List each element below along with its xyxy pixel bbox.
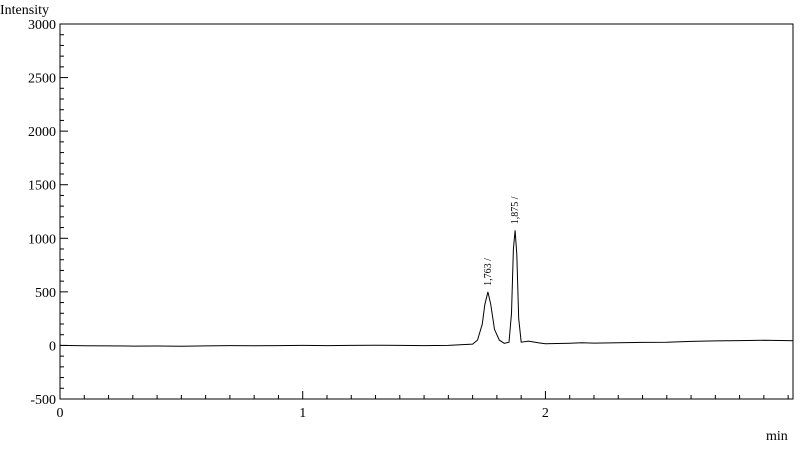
y-tick-label: 500 [35, 286, 56, 301]
y-tick-label: 1000 [28, 232, 56, 247]
y-axis-title: Intensity [0, 3, 49, 18]
y-tick-label: 2500 [28, 72, 56, 87]
y-tick-label: 1500 [28, 179, 56, 194]
x-tick-label: 1 [299, 406, 306, 421]
x-tick-label: 2 [542, 406, 549, 421]
x-tick-label: 0 [57, 406, 64, 421]
y-tick-label: -500 [30, 393, 56, 408]
peak-labels: 1,763 / 1,875 / [483, 196, 521, 286]
peak-label: 1,763 / [483, 258, 494, 286]
chromatogram-trace [59, 230, 794, 347]
x-axis-title: min [766, 429, 788, 444]
y-tick-label: 2000 [28, 125, 56, 140]
y-tick-label: 0 [49, 339, 56, 354]
peak-label: 1,875 / [510, 196, 521, 224]
plot-frame [59, 23, 794, 400]
y-tick-label: 3000 [28, 18, 56, 33]
